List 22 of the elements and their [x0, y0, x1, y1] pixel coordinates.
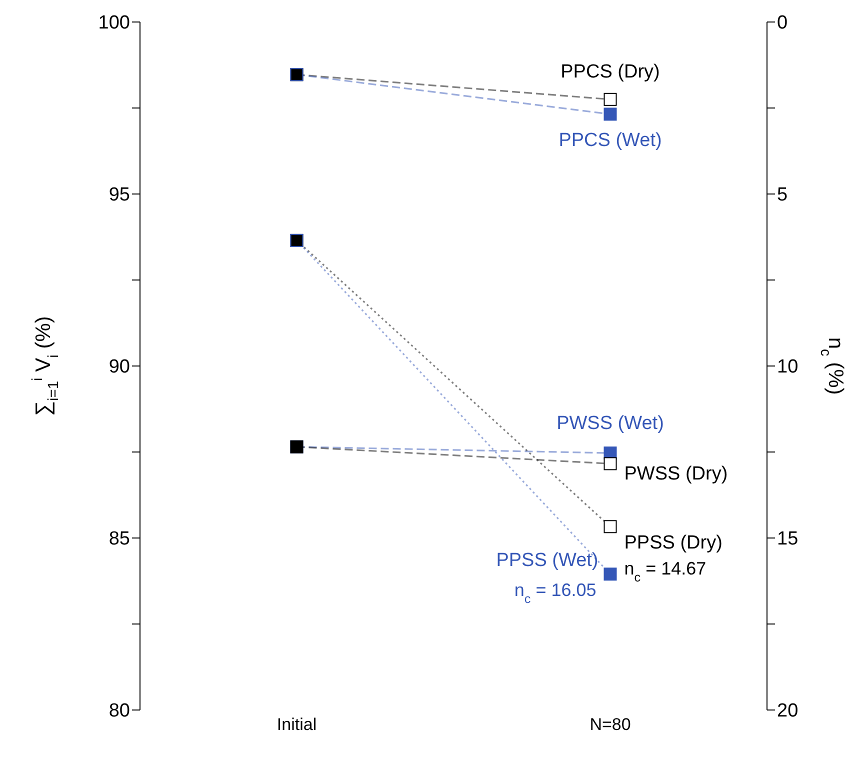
point: [604, 92, 617, 106]
y-tick-label: 100: [98, 12, 130, 34]
series-label: PPSS (Dry): [624, 532, 722, 554]
series-label: PPCS (Wet): [558, 130, 662, 152]
y2-tick-label: 5: [777, 184, 788, 206]
series-label: PWSS (Dry): [624, 464, 728, 485]
annotation: n$_{c}$ = 16.05: [514, 580, 596, 606]
annotation: n$_{c}$ = 14.67: [624, 558, 706, 585]
y-tick-label: 95: [108, 184, 130, 206]
y2-tick-label: 0: [777, 12, 788, 34]
y-tick-label: 85: [108, 528, 130, 550]
point: [604, 520, 617, 534]
series-label: PWSS (Wet): [556, 413, 664, 434]
series-label: PPSS (Wet): [496, 550, 598, 572]
x-tick-label: N=80: [590, 715, 631, 734]
y2-tick-label: 20: [777, 700, 798, 722]
y-tick-label: 90: [108, 356, 130, 378]
series-label: PPCS (Dry): [560, 61, 660, 82]
x-tick-label: Initial: [276, 715, 317, 734]
y2-tick-label: 15: [777, 528, 798, 550]
y-tick-label: 80: [108, 700, 130, 722]
y2-tick-label: 10: [777, 356, 798, 378]
